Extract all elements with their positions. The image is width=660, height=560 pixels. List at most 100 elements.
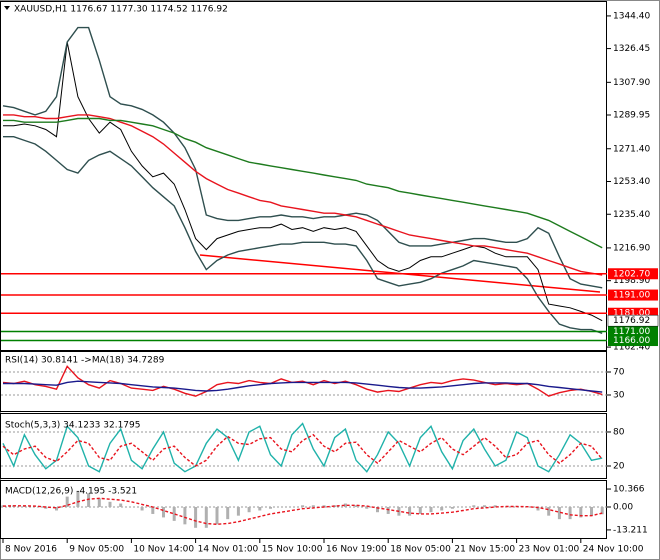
y-tick-label: 0.00 (613, 503, 633, 513)
macd-bar (429, 507, 433, 513)
x-tick-label: 8 Nov 2016 (5, 545, 57, 555)
series-line (2, 497, 603, 526)
macd-bar (322, 505, 326, 508)
y-tick-label: 1271.40 (613, 144, 650, 154)
x-tick-label: 21 Nov 15:00 (454, 545, 515, 555)
macd-bar (579, 507, 583, 518)
macd-bar (44, 507, 48, 509)
y-tick-label: 70 (613, 368, 625, 378)
x-tick-label: 16 Nov 19:00 (326, 545, 387, 555)
x-tick-label: 23 Nov 01:00 (519, 545, 580, 555)
macd-bar (87, 493, 91, 508)
level-box (608, 307, 658, 319)
macd-bar (333, 505, 337, 508)
main-panel (0, 1, 607, 351)
macd-bar (258, 507, 262, 511)
stoch-title: Stoch(5,3,3) 34.1233 32.1795 (5, 421, 140, 431)
series-line (3, 114, 603, 276)
y-tick-label: 1307.90 (613, 78, 650, 88)
macd-bar (386, 507, 390, 514)
stoch-panel (0, 413, 607, 479)
macd-bar (226, 507, 230, 520)
level-label: 1171.00 (613, 327, 650, 337)
macd-panel (0, 480, 607, 539)
macd-bar (568, 507, 572, 520)
macd-bar (418, 507, 422, 514)
last-price-label: 1176.92 (613, 316, 650, 326)
series-line (2, 422, 603, 473)
y-tick-label: 1162.40 (613, 343, 650, 353)
macd-bar (119, 503, 123, 508)
x-tick-label: 18 Nov 05:00 (390, 545, 451, 555)
macd-bar (76, 491, 80, 508)
chart-title: XAUUSD,H1 1176.67 1177.30 1174.52 1176.9… (14, 5, 228, 15)
y-tick-label: 10.366 (613, 485, 645, 495)
series-line (3, 380, 603, 393)
macd-bar (493, 505, 497, 508)
macd-bar (440, 507, 444, 511)
x-tick-label: 24 Nov 10:00 (583, 545, 644, 555)
macd-bar (22, 506, 26, 508)
y-tick-label: 20 (613, 461, 625, 471)
series-line (3, 117, 603, 249)
y-tick-label: 30 (613, 390, 625, 400)
y-tick-label: 1253.40 (613, 177, 650, 187)
macd-bar (557, 507, 561, 520)
series-line (2, 365, 603, 397)
macd-bar (311, 505, 315, 508)
macd-bar (236, 507, 240, 516)
macd-bar (1, 505, 5, 508)
menu-icon[interactable] (4, 6, 10, 10)
macd-bar (301, 505, 305, 508)
macd-bar (172, 507, 176, 521)
macd-bar (590, 507, 593, 516)
series-line (3, 42, 603, 322)
y-tick-label: 1289.95 (613, 110, 650, 120)
level-box (608, 325, 658, 337)
marks (1, 26, 607, 528)
y-tick-label: 1198.90 (613, 276, 650, 286)
level-label: 1166.00 (613, 336, 650, 346)
macd-bar (600, 507, 604, 515)
rsi-title: RSI(14) 30.8141 ->MA(18) 34.7289 (5, 356, 165, 366)
macd-bar (140, 507, 144, 511)
level-box (608, 289, 658, 301)
level-box (608, 268, 658, 280)
macd-bar (108, 501, 112, 508)
macd-bar (408, 507, 412, 516)
rsi-panel (0, 351, 607, 412)
y-tick-label: 80 (613, 427, 625, 437)
macd-bar (365, 507, 369, 509)
macd-bar (204, 507, 208, 528)
macd-bar (97, 498, 101, 508)
y-tick-label: -13.211 (613, 525, 648, 535)
series-line (3, 136, 603, 334)
y-tick-label: 1326.45 (613, 44, 650, 54)
last-price-box (607, 314, 659, 327)
macd-bar (376, 507, 379, 513)
macd-bar (343, 503, 347, 508)
level-label: 1181.00 (613, 309, 650, 319)
x-tick-label: 9 Nov 05:00 (69, 545, 124, 555)
macd-bar (483, 505, 486, 508)
macd-bar (151, 507, 155, 514)
macd-bar (55, 507, 58, 511)
series-line (2, 26, 603, 289)
level-label: 1202.70 (613, 269, 650, 279)
macd-title: MACD(12,26,9) -4.195 -3.521 (5, 487, 137, 497)
x-tick-label: 15 Nov 10:00 (262, 545, 323, 555)
macd-bar (547, 507, 551, 516)
macd-bar (269, 507, 272, 509)
x-tick-label: 14 Nov 01:00 (198, 545, 259, 555)
macd-bar (65, 496, 69, 508)
y-tick-label: 1216.90 (613, 243, 650, 253)
macd-bar (183, 507, 187, 525)
y-tick-label: 1235.40 (613, 210, 650, 220)
series-line (2, 433, 603, 467)
macd-bar (162, 507, 165, 518)
y-tick-label: 1344.40 (613, 11, 650, 21)
macd-bar (194, 507, 198, 528)
macd-bar (354, 505, 358, 508)
